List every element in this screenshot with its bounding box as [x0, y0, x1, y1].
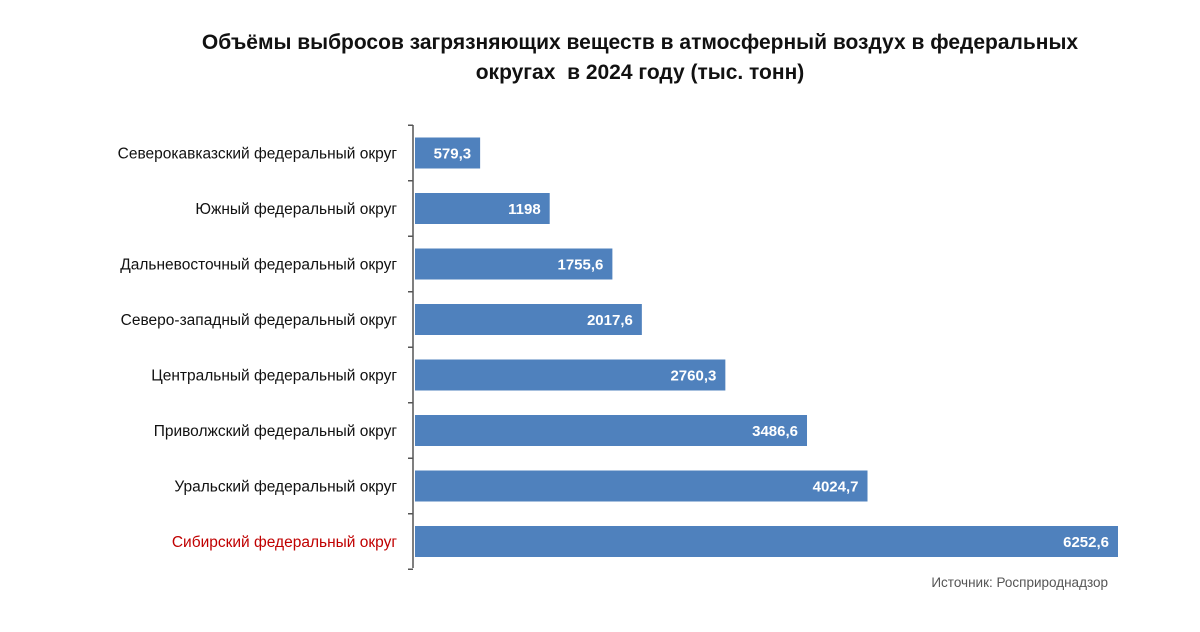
bar	[415, 526, 1118, 557]
bar	[415, 193, 550, 224]
bar	[415, 470, 868, 502]
bar	[415, 359, 726, 391]
bar	[415, 248, 613, 280]
bar-value-label: 2017,6	[587, 312, 633, 329]
category-label: Южный федеральный округ	[195, 201, 397, 218]
category-label: Сибирский федеральный округ	[172, 534, 397, 551]
bar-value-label: 579,3	[434, 146, 472, 163]
category-label: Северо-западный федеральный округ	[121, 312, 398, 329]
chart-title-line-1: Объёмы выбросов загрязняющих веществ в а…	[201, 31, 1079, 54]
category-label: Приволжский федеральный округ	[154, 423, 398, 440]
bar-value-label: 1198	[508, 201, 541, 218]
bar	[415, 137, 481, 169]
bar-value-label: 6252,6	[1063, 534, 1109, 551]
chart-title: Объёмы выбросов загрязняющих веществ в а…	[140, 28, 1140, 88]
source-note: Источник: Росприроднадзор	[931, 575, 1108, 590]
bar-value-label: 2760,3	[670, 368, 716, 385]
bar-value-label: 1755,6	[557, 257, 603, 274]
bar	[415, 415, 808, 446]
category-label: Центральный федеральный округ	[151, 368, 397, 385]
category-label: Уральский федеральный округ	[174, 479, 397, 496]
chart-title-line-2: округах в 2024 году (тыс. тонн)	[475, 61, 805, 84]
category-label: Северокавказский федеральный округ	[118, 146, 398, 163]
bar-value-label: 4024,7	[813, 479, 859, 496]
bar-value-label: 3486,6	[752, 423, 798, 440]
category-label: Дальневосточный федеральный округ	[120, 257, 397, 274]
bar	[415, 304, 642, 335]
